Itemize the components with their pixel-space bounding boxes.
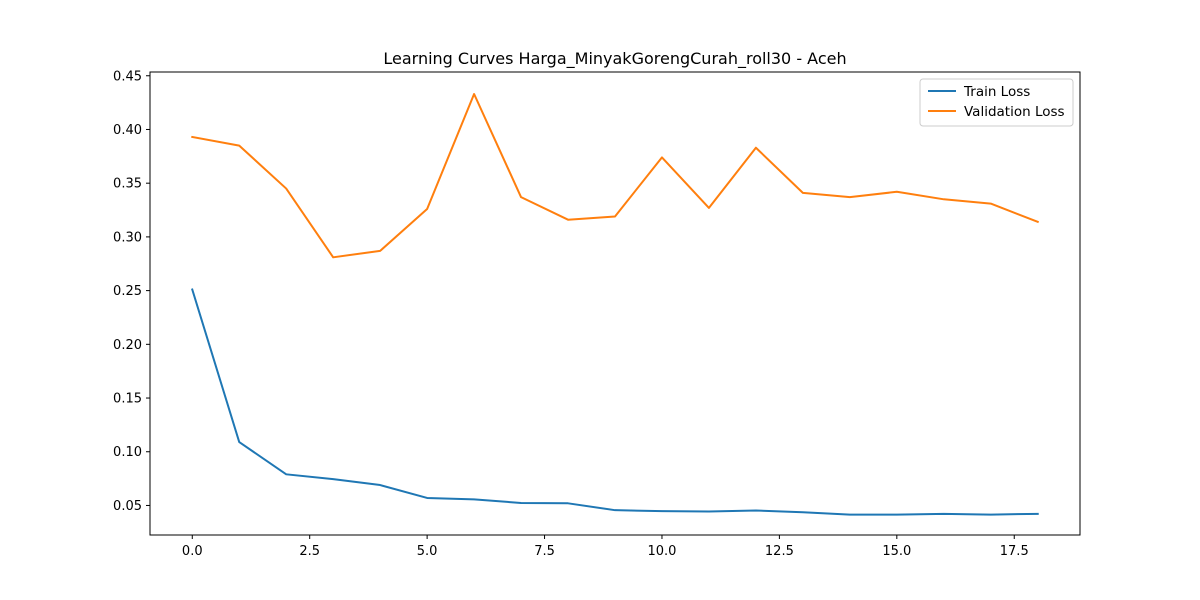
legend-label-train-loss: Train Loss: [963, 84, 1030, 100]
x-tick-label: 0.0: [182, 544, 203, 559]
y-tick-label: 0.20: [113, 338, 142, 353]
y-tick-label: 0.30: [113, 230, 142, 245]
x-tick-label: 5.0: [417, 544, 438, 559]
y-tick-label: 0.35: [113, 177, 142, 192]
legend: Train Loss Validation Loss: [919, 78, 1074, 127]
x-tick-label: 2.5: [299, 544, 320, 559]
chart-title: Learning Curves Harga_MinyakGorengCurah_…: [383, 49, 846, 69]
y-tick-label: 0.25: [113, 284, 142, 299]
y-tick-label: 0.15: [113, 392, 142, 407]
plot-frame: [149, 71, 1081, 536]
series-line-validation-loss: [191, 93, 1040, 259]
x-tick-label: 12.5: [765, 544, 794, 559]
y-tick-label: 0.40: [113, 123, 142, 138]
y-tick-label: 0.05: [113, 499, 142, 514]
y-tick-label: 0.10: [113, 445, 142, 460]
legend-box: [919, 78, 1074, 127]
series-layer: [191, 93, 1040, 516]
legend-label-validation-loss: Validation Loss: [964, 104, 1065, 120]
y-tick-label: 0.45: [113, 69, 142, 84]
series-line-train-loss: [191, 288, 1039, 516]
x-tick-label: 10.0: [647, 544, 676, 559]
x-tick-label: 17.5: [1000, 544, 1029, 559]
axes-layer: 0.0 2.5 5.0 7.5 10.0 12.5 15.0 17.5 0.05 0.10 0.15…: [113, 69, 1081, 559]
x-tick-label: 15.0: [882, 544, 911, 559]
x-tick-label: 7.5: [534, 544, 555, 559]
